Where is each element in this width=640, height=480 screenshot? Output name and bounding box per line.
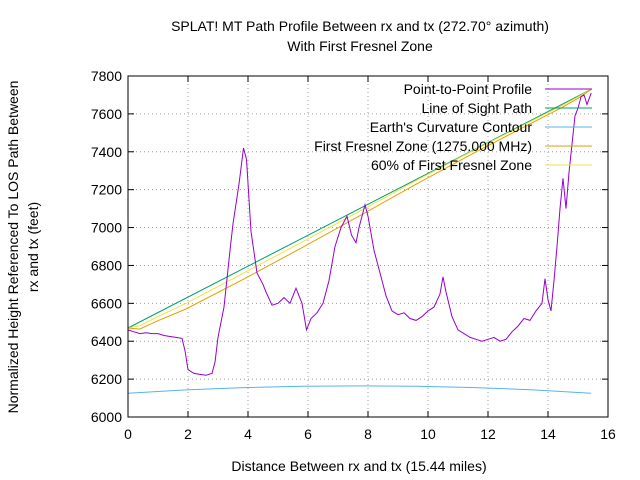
series-line-1 xyxy=(127,88,592,329)
grid xyxy=(128,76,608,417)
x-axis-label: Distance Between rx and tx (15.44 miles) xyxy=(231,458,486,474)
x-axis-ticks: 0 2 4 6 8 10 12 14 16 xyxy=(124,76,616,442)
y-tick-label: 7800 xyxy=(91,68,122,84)
legend-label-2: Earth's Curvature Contour xyxy=(370,119,533,135)
x-tick-label: 4 xyxy=(244,426,252,442)
legend: Point-to-Point Profile Line of Sight Path… xyxy=(314,81,592,173)
y-tick-label: 7000 xyxy=(91,220,122,236)
x-tick-label: 6 xyxy=(304,426,312,442)
series-layer xyxy=(127,88,592,394)
y-tick-label: 6200 xyxy=(91,371,122,387)
x-tick-label: 10 xyxy=(420,426,436,442)
series-line-3 xyxy=(127,88,592,330)
y-tick-label: 6400 xyxy=(91,333,122,349)
series-line-0 xyxy=(127,92,592,376)
x-tick-label: 14 xyxy=(540,426,556,442)
y-tick-label: 7600 xyxy=(91,106,122,122)
plot-frame xyxy=(127,75,609,418)
chart-title: SPLAT! MT Path Profile Between rx and tx… xyxy=(171,18,549,34)
legend-label-1: Line of Sight Path xyxy=(421,100,532,116)
y-tick-label: 6000 xyxy=(91,409,122,425)
legend-label-3: First Fresnel Zone (1275.000 MHz) xyxy=(314,138,532,154)
y-tick-label: 7200 xyxy=(91,182,122,198)
y-axis-label-line1: Normalized Height Referenced To LOS Path… xyxy=(5,81,21,414)
y-tick-label: 6800 xyxy=(91,257,122,273)
y-axis-label-line2: rx and tx (feet) xyxy=(25,202,41,292)
y-tick-label: 6600 xyxy=(91,295,122,311)
x-tick-label: 16 xyxy=(600,426,616,442)
series-line-4 xyxy=(127,88,592,329)
chart-subtitle: With First Fresnel Zone xyxy=(287,38,433,54)
series-line-2 xyxy=(127,385,592,394)
x-tick-label: 12 xyxy=(480,426,496,442)
x-tick-label: 0 xyxy=(124,426,132,442)
x-tick-label: 8 xyxy=(364,426,372,442)
x-tick-label: 2 xyxy=(184,426,192,442)
legend-label-4: 60% of First Fresnel Zone xyxy=(371,157,532,173)
y-tick-label: 7400 xyxy=(91,144,122,160)
legend-label-0: Point-to-Point Profile xyxy=(404,81,533,97)
y-axis-ticks: 6000 6200 6400 6600 6800 7000 7200 7400 7600 7800 xyxy=(91,68,608,425)
